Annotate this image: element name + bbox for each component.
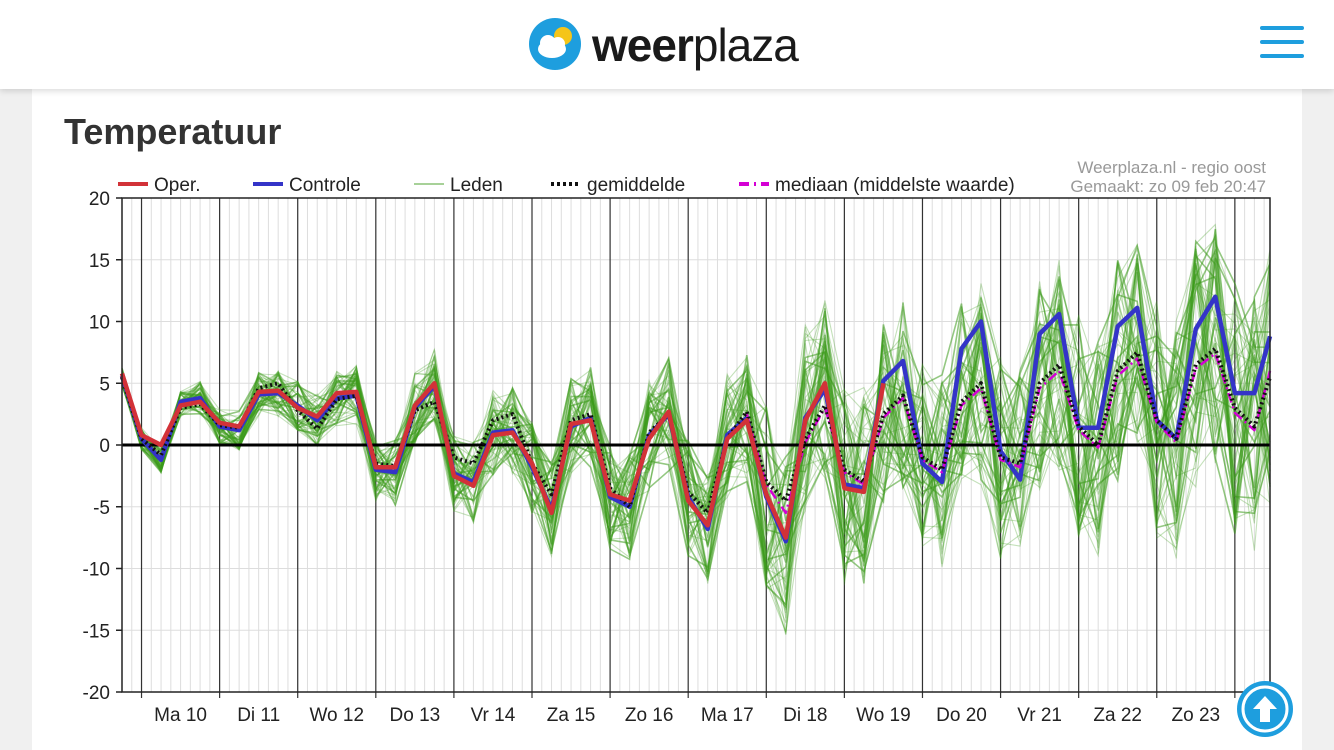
- x-day-label: Ma 17: [701, 705, 754, 726]
- cloud-sun-icon: [529, 18, 581, 70]
- ensemble-member-line: [121, 249, 1271, 591]
- x-day-label: Di 11: [237, 705, 280, 726]
- ensemble-member-line: [121, 263, 1271, 579]
- weerplaza-logo[interactable]: weerplaza: [528, 16, 818, 72]
- x-day-label: Vr 14: [471, 705, 516, 726]
- plot-frame: [121, 197, 1271, 693]
- section-title: Temperatuur: [64, 111, 282, 152]
- arrow-up-icon: [1241, 685, 1289, 733]
- x-day-label: Do 20: [936, 705, 987, 726]
- legend-label: Oper.: [154, 175, 200, 196]
- y-tick-label: -10: [83, 560, 110, 581]
- chart-source: Weerplaza.nl - regio oost: [1077, 158, 1266, 177]
- x-day-label: Do 13: [390, 705, 441, 726]
- gemiddelde-series-line: [120, 346, 1272, 515]
- ensemble-member-line: [121, 228, 1271, 573]
- temperature-ensemble-chart: 20 15 10 5 0 -5 -10 -15 -20 Ma 10 Di 11 Wo 12 Do 13 V…: [83, 158, 1273, 726]
- y-tick-label: -15: [83, 621, 110, 642]
- scroll-to-top-button[interactable]: [1237, 681, 1293, 737]
- top-navigation-bar: weerplaza: [0, 0, 1334, 89]
- ensemble-member-line: [121, 251, 1271, 577]
- y-tick-label: 10: [89, 313, 110, 334]
- x-day-label: Ma 10: [154, 705, 207, 726]
- x-day-label: Di 18: [783, 705, 827, 726]
- legend-label: Controle: [289, 175, 361, 196]
- x-day-label: Wo 12: [309, 705, 364, 726]
- x-day-label: Za 15: [547, 705, 596, 726]
- legend-label: mediaan (middelste waarde): [775, 175, 1015, 196]
- x-day-label: Za 22: [1093, 705, 1142, 726]
- x-day-label: Wo 19: [856, 705, 911, 726]
- brand-name: weerplaza: [592, 18, 799, 72]
- ensemble-member-line: [121, 239, 1271, 572]
- ensemble-member-line: [121, 282, 1271, 611]
- y-tick-label: 15: [89, 251, 110, 272]
- y-tick-label: 0: [99, 436, 110, 457]
- y-tick-label: 20: [89, 189, 110, 210]
- chart-created-timestamp: Gemaakt: zo 09 feb 20:47: [1070, 177, 1266, 196]
- hamburger-menu-icon[interactable]: [1260, 26, 1304, 62]
- y-tick-label: -5: [93, 498, 110, 519]
- y-tick-label: 5: [99, 374, 110, 395]
- y-tick-label: -20: [83, 683, 110, 704]
- ensemble-member-line: [121, 298, 1271, 561]
- x-day-label: Vr 21: [1017, 705, 1062, 726]
- oper-series-line: [119, 372, 886, 540]
- ensemble-member-line: [121, 259, 1271, 569]
- x-day-label: Zo 16: [625, 705, 674, 726]
- legend-label: gemiddelde: [587, 175, 685, 196]
- temperature-card: Temperatuur 20 15 10 5 0 -5 -10 -15 -20 Ma 10 Di 1…: [32, 89, 1302, 750]
- x-day-label: Zo 23: [1172, 705, 1221, 726]
- legend-label: Leden: [450, 175, 503, 196]
- brand-name-bold: weer: [592, 19, 694, 71]
- brand-name-light: plaza: [692, 19, 799, 71]
